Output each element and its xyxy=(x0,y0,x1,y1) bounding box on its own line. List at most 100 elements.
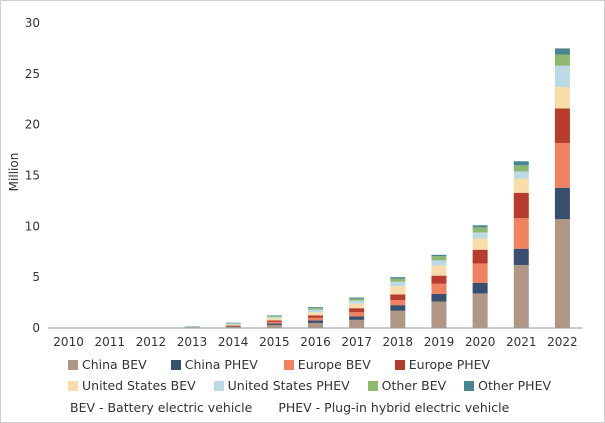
abbreviation-note: BEV - Battery electric vehicle PHEV - Pl… xyxy=(70,400,531,415)
bar-segment xyxy=(225,325,241,327)
legend-label: Other BEV xyxy=(381,378,447,393)
bar-segment xyxy=(431,260,447,266)
bar-segment xyxy=(225,326,241,328)
bar-stacks xyxy=(143,48,570,329)
x-tick-label: 2014 xyxy=(218,335,249,349)
bar-segment xyxy=(554,142,570,188)
x-tick-labels: 2010 2011 2012 2013 2014 2015 2016 2017 2018 2019… xyxy=(53,335,577,349)
bar-segment xyxy=(513,192,529,219)
bar-segment xyxy=(266,323,282,325)
legend-label: United States BEV xyxy=(82,378,196,393)
x-tick-label: 2010 xyxy=(53,335,84,349)
bar-segment xyxy=(266,318,282,321)
bar-segment xyxy=(554,54,570,66)
bar-segment xyxy=(513,178,529,193)
bar-segment xyxy=(266,316,282,319)
bar-segment xyxy=(554,187,570,220)
y-tick-labels: 0 5 10 15 20 25 30 xyxy=(25,16,40,335)
bar-segment xyxy=(349,319,365,328)
bar-segment xyxy=(472,232,488,239)
note-phev: PHEV - Plug-in hybrid electric vehicle xyxy=(278,400,510,415)
x-tick-label: 2022 xyxy=(547,335,578,349)
bar-segment xyxy=(554,108,570,143)
bar-segment xyxy=(308,322,323,328)
bar-segment xyxy=(390,300,406,306)
bar-segment xyxy=(266,324,282,328)
x-tick-label: 2021 xyxy=(506,335,537,349)
legend-item: United States BEV xyxy=(68,378,196,393)
bar-segment xyxy=(308,317,323,321)
bar-segment xyxy=(349,312,365,317)
bar-segment xyxy=(308,320,323,323)
legend-item: Other PHEV xyxy=(464,378,551,393)
legend-item: Europe BEV xyxy=(283,357,371,372)
bar-segment xyxy=(513,218,529,249)
legend-swatch xyxy=(68,380,78,391)
bar-segment xyxy=(513,171,529,179)
bar-segment xyxy=(513,165,529,172)
y-tick-label: 25 xyxy=(25,67,40,81)
bar-segment xyxy=(225,325,241,327)
bar-segment xyxy=(472,293,488,328)
legend-swatch xyxy=(170,359,181,370)
bar-segment xyxy=(431,293,447,302)
legend-label: Other PHEV xyxy=(478,378,552,393)
bar-segment xyxy=(349,316,365,320)
bar-segment xyxy=(390,305,406,311)
bar-segment xyxy=(472,225,488,228)
bar-segment xyxy=(184,326,200,328)
bar-segment xyxy=(431,283,447,294)
bar-segment xyxy=(225,322,241,324)
y-tick-label: 20 xyxy=(25,118,40,132)
bar-segment xyxy=(308,312,323,316)
bar-segment xyxy=(225,324,241,326)
bar-segment xyxy=(554,87,570,109)
bar-segment xyxy=(225,323,241,324)
bar-segment xyxy=(431,256,447,261)
bar-segment xyxy=(390,294,406,301)
legend-swatch xyxy=(283,359,294,370)
y-tick-label: 10 xyxy=(25,219,40,233)
x-tick-label: 2011 xyxy=(94,335,125,349)
legend-row-2: United States BEV United States PHEV Other… xyxy=(68,378,551,393)
bar-segment xyxy=(349,303,365,309)
legend-label: Europe PHEV xyxy=(408,357,491,372)
legend-item: United States PHEV xyxy=(213,378,350,393)
x-tick-label: 2015 xyxy=(259,335,290,349)
bar-segment xyxy=(266,320,282,322)
bar-segment xyxy=(431,275,447,284)
bar-segment xyxy=(308,315,323,318)
legend-item: Europe PHEV xyxy=(394,357,491,372)
legend-swatch xyxy=(213,380,224,391)
legend-item: Other BEV xyxy=(367,378,447,393)
bar-segment xyxy=(554,219,570,328)
y-tick-label: 0 xyxy=(32,321,40,335)
x-tick-label: 2020 xyxy=(465,335,496,349)
bar-segment xyxy=(513,264,529,328)
bar-segment xyxy=(431,254,447,257)
x-tick-label: 2012 xyxy=(136,335,167,349)
bar-segment xyxy=(349,297,365,299)
legend-label: China BEV xyxy=(82,357,147,372)
legend-item: China BEV xyxy=(68,357,147,372)
bar-segment xyxy=(390,310,406,328)
bar-segment xyxy=(472,249,488,264)
bar-segment xyxy=(308,309,323,313)
bar-segment xyxy=(225,323,241,325)
legend-swatch xyxy=(464,380,475,391)
bar-segment xyxy=(390,278,406,282)
legend-swatch xyxy=(394,359,405,370)
bar-segment xyxy=(472,238,488,250)
y-axis-label: Million xyxy=(7,153,21,192)
bar-segment xyxy=(349,298,365,301)
x-tick-label: 2018 xyxy=(383,335,414,349)
bar-segment xyxy=(431,301,447,328)
bar-segment xyxy=(472,227,488,233)
bar-segment xyxy=(472,282,488,294)
bar-segment xyxy=(225,326,241,327)
y-tick-label: 5 xyxy=(32,270,40,284)
y-tick-label: 30 xyxy=(25,16,40,30)
bar-segment xyxy=(308,308,323,310)
